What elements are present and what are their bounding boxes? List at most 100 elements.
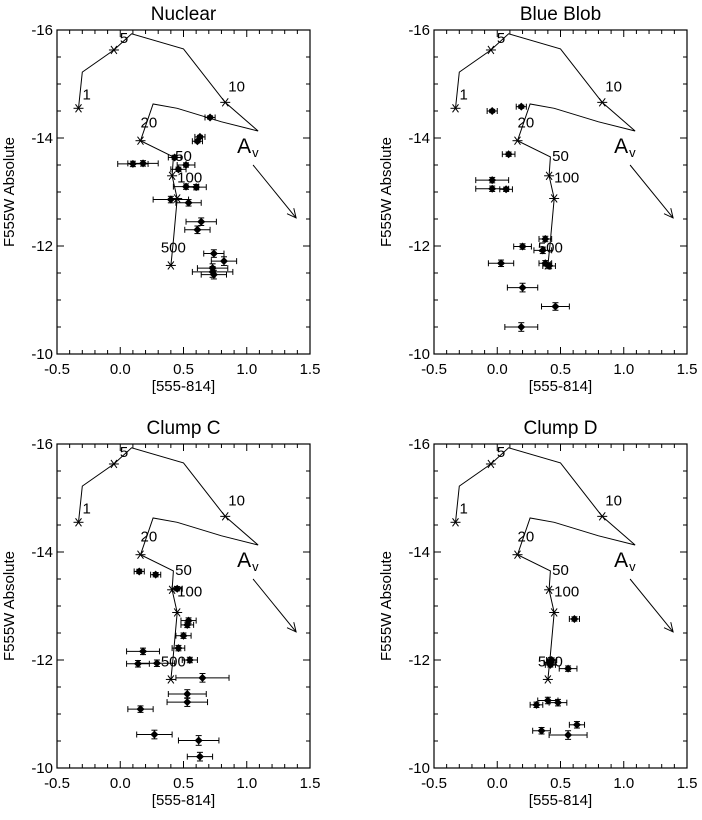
data-point bbox=[150, 570, 162, 579]
age-label-5: 5 bbox=[120, 444, 128, 461]
data-point bbox=[171, 644, 186, 653]
asterisk-stroke bbox=[487, 459, 495, 469]
y-tick-label: -10 bbox=[31, 346, 53, 363]
panel-title: Nuclear bbox=[151, 4, 217, 25]
diamond-marker bbox=[133, 659, 142, 668]
data-point bbox=[568, 614, 580, 623]
x-tick-label: 0.0 bbox=[110, 775, 131, 792]
data-point bbox=[185, 183, 207, 192]
panel-blue-blob: -0.5 0.0 0.5 1.0 1.5 -10 -12 -14 -16 Blue Blob [55… bbox=[378, 4, 697, 395]
panel-clump-d: -0.5 0.0 0.5 1.0 1.5 -10 -12 -14 -16 Clump D [555-… bbox=[378, 418, 697, 809]
plot-frame bbox=[56, 443, 311, 769]
diamond-marker bbox=[198, 673, 207, 682]
age-marker-10 bbox=[597, 512, 608, 521]
x-tick-label: -0.5 bbox=[44, 775, 70, 792]
asterisk-stroke bbox=[221, 512, 229, 521]
diamond-marker bbox=[170, 153, 179, 162]
data-point bbox=[203, 249, 225, 258]
model-track-line bbox=[78, 33, 259, 266]
diamond-marker bbox=[488, 176, 497, 185]
asterisk-stroke bbox=[545, 585, 553, 595]
diamond-marker bbox=[128, 159, 137, 168]
diamond-marker bbox=[517, 102, 526, 111]
data-point bbox=[487, 259, 515, 268]
diamond-marker bbox=[183, 620, 192, 629]
y-tick-label: -12 bbox=[408, 238, 430, 255]
diamond-marker bbox=[193, 137, 202, 146]
panel-clump-c: -0.5 0.0 0.5 1.0 1.5 -10 -12 -14 -16 Clump C [555-… bbox=[1, 418, 320, 809]
diamond-marker bbox=[179, 631, 188, 640]
y-tick-label: -14 bbox=[408, 544, 430, 561]
age-label-5: 5 bbox=[497, 30, 505, 47]
diamond-marker bbox=[541, 234, 550, 243]
asterisk-stroke bbox=[550, 194, 558, 203]
age-label-10: 10 bbox=[605, 78, 622, 95]
data-point bbox=[133, 567, 145, 576]
reddening-arrowhead bbox=[663, 622, 674, 633]
age-label-10: 10 bbox=[228, 78, 245, 95]
age-marker-10 bbox=[597, 98, 608, 107]
age-marker-10 bbox=[220, 512, 231, 521]
reddening-label: A bbox=[237, 549, 251, 572]
asterisk-stroke bbox=[167, 675, 175, 684]
diamond-marker bbox=[517, 323, 526, 331]
data-point bbox=[175, 631, 192, 640]
data-point bbox=[210, 256, 238, 266]
y-tick-label: -16 bbox=[31, 22, 53, 39]
data-point bbox=[136, 729, 173, 740]
diamond-marker bbox=[537, 726, 546, 735]
age-label-50: 50 bbox=[175, 148, 192, 165]
asterisk-stroke bbox=[452, 517, 459, 527]
data-point bbox=[175, 198, 202, 207]
asterisk-stroke bbox=[221, 98, 229, 107]
age-marker-5 bbox=[485, 45, 496, 55]
age-marker-500 bbox=[165, 675, 176, 684]
y-tick-label: -10 bbox=[408, 760, 430, 777]
plot-frame bbox=[433, 29, 688, 355]
data-point bbox=[486, 107, 498, 115]
diamond-marker bbox=[532, 700, 541, 709]
age-marker-5 bbox=[485, 459, 496, 469]
diamond-marker bbox=[488, 107, 497, 115]
diamond-marker bbox=[518, 283, 527, 292]
diamond-marker bbox=[518, 242, 527, 251]
age-marker-20 bbox=[512, 136, 523, 145]
diamond-marker bbox=[152, 659, 161, 668]
data-point bbox=[127, 705, 154, 714]
y-tick-label: -10 bbox=[31, 760, 53, 777]
age-marker-100 bbox=[549, 608, 560, 617]
reddening-subscript: v bbox=[252, 559, 259, 574]
diamond-marker bbox=[497, 259, 506, 268]
diamond-marker bbox=[193, 225, 202, 234]
age-label-100: 100 bbox=[177, 583, 202, 600]
data-point bbox=[200, 269, 228, 280]
asterisk-stroke bbox=[452, 104, 459, 113]
x-tick-label: 1.5 bbox=[300, 775, 321, 792]
age-marker-500 bbox=[542, 675, 553, 684]
panel-nuclear: -0.5 0.0 0.5 1.0 1.5 -10 -12 -14 -16 Nuclear [555-… bbox=[1, 4, 320, 395]
diamond-marker bbox=[139, 647, 148, 656]
data-point bbox=[513, 242, 532, 251]
x-tick-label: 1.5 bbox=[677, 361, 698, 378]
diamond-marker bbox=[488, 184, 497, 193]
data-point bbox=[167, 689, 207, 699]
data-point bbox=[171, 584, 183, 593]
data-point bbox=[138, 659, 176, 668]
reddening-arrowhead bbox=[286, 622, 297, 633]
diamond-marker bbox=[195, 752, 204, 761]
age-marker-50 bbox=[167, 171, 178, 181]
diamond-marker bbox=[194, 736, 203, 745]
x-tick-label: 1.0 bbox=[613, 361, 634, 378]
data-point bbox=[538, 234, 553, 243]
age-marker-20 bbox=[135, 550, 146, 560]
x-tick-label: 1.0 bbox=[236, 775, 257, 792]
data-point bbox=[185, 217, 217, 226]
data-point bbox=[191, 137, 203, 146]
data-point bbox=[175, 673, 230, 683]
age-marker-50 bbox=[544, 585, 555, 595]
age-label-10: 10 bbox=[605, 492, 622, 509]
reddening-vector bbox=[629, 578, 674, 633]
asterisk-stroke bbox=[110, 459, 118, 469]
asterisk-stroke bbox=[168, 171, 176, 181]
asterisk-stroke bbox=[487, 45, 495, 55]
